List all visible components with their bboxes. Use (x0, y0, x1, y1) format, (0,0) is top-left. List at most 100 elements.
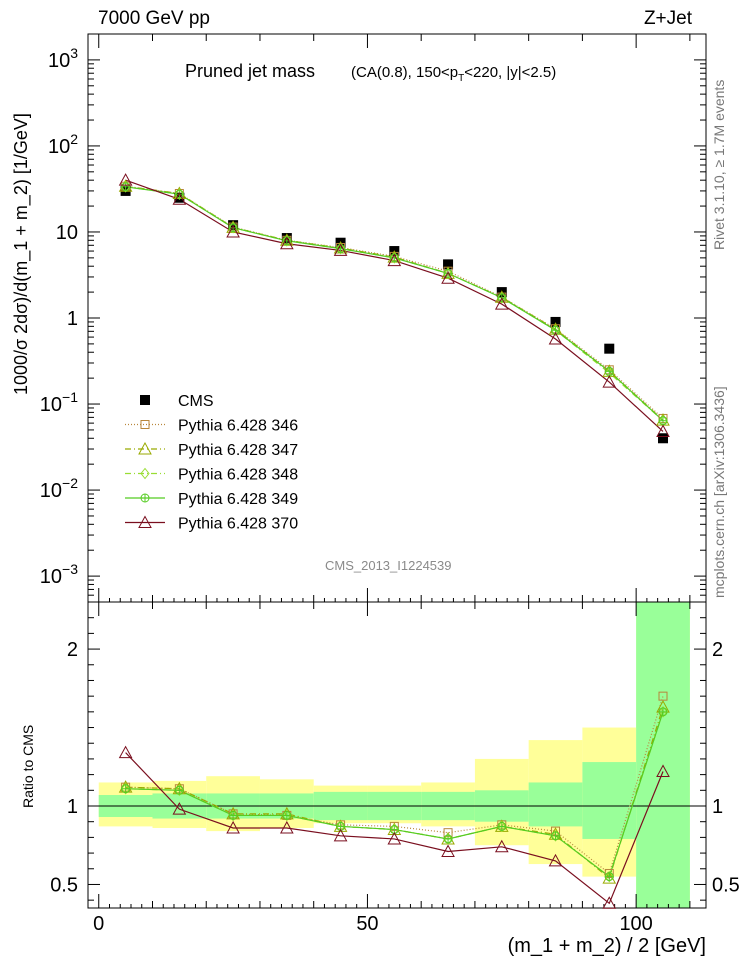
main-ytick-label-0: 10−3 (40, 561, 78, 588)
main-point-5-2 (226, 224, 240, 238)
ratio-point-2-7 (497, 820, 507, 833)
ratio-point-3-3 (282, 810, 292, 820)
ratio-ytick-label-right-1: 1 (712, 796, 723, 818)
ratio-point-3-8 (551, 831, 561, 841)
ratio-point-2-0 (120, 782, 131, 795)
ratio-point-4-2 (226, 820, 240, 834)
ratio-point-2-2 (228, 809, 238, 822)
main-point-5-6 (441, 271, 455, 284)
legend-label-2: Pythia 6.428 347 (178, 442, 298, 459)
main-point-5-5 (387, 253, 402, 267)
main-point-5-4 (333, 243, 348, 256)
axes-frame: 10−3 10−2 10−1 1 10 102 103 0 50 100 0.5 0.5 1 1 2 2 (40, 33, 740, 935)
legend-marker-5 (138, 515, 152, 528)
main-point-4-10 (658, 416, 668, 426)
main-point-4-9 (604, 366, 614, 376)
legend-label-4: Pythia 6.428 349 (178, 491, 298, 508)
ratio-point-2-3 (282, 809, 292, 822)
ratio-ylabel: Ratio to CMS (20, 724, 36, 808)
rivet-label: Rivet 3.1.10, ≥ 1.7M events (711, 79, 727, 250)
ratio-point-2-6 (443, 833, 453, 845)
main-ytick-label-4: 10 (56, 222, 78, 244)
main-series-line-3 (125, 186, 664, 422)
ratio-point-3-9 (604, 872, 614, 882)
main-point-5-9 (602, 375, 617, 388)
main-series-line-4 (125, 186, 664, 422)
ratio-ytick-label-right-0: 0.5 (712, 874, 740, 896)
main-point-5-8 (548, 331, 563, 345)
analysis-id: CMS_2013_I1224539 (325, 558, 452, 573)
main-point-4-6 (443, 268, 453, 278)
chart-title: Pruned jet mass (185, 61, 315, 82)
main-point-0-8 (550, 316, 561, 327)
ratio-point-3-6 (443, 834, 453, 844)
main-point-5-10 (656, 424, 670, 437)
ratio-point-4-3 (279, 820, 294, 834)
ratio-xtick-label-1: 50 (356, 913, 378, 935)
main-point-5-7 (494, 297, 509, 310)
main-ytick-label-2: 10−1 (40, 389, 78, 416)
main-series-line-2 (125, 185, 664, 421)
main-point-0-9 (604, 343, 615, 354)
main-series-line-1 (125, 185, 664, 419)
ratio-point-4-10 (656, 764, 670, 777)
ratio-point-4-9 (602, 896, 617, 909)
legend: CMS Pythia 6.428 346 Pythia 6.428 347 Pythi… (125, 393, 298, 533)
ratio-point-4-5 (387, 831, 402, 845)
ratio-point-4-0 (118, 745, 133, 759)
main-point-5-0 (118, 173, 133, 186)
ratio-series-line-4 (125, 752, 664, 905)
legend-marker-1 (140, 420, 150, 429)
ratio-point-2-5 (389, 823, 399, 836)
ratio-ytick-label-0: 0.5 (50, 874, 78, 896)
main-ytick-label-3: 1 (67, 308, 78, 330)
main-point-3-5 (389, 252, 399, 264)
ratio-point-4-6 (441, 844, 455, 858)
legend-marker-3 (140, 467, 150, 480)
legend-label-1: Pythia 6.428 346 (178, 418, 298, 435)
main-ytick-label-1: 10−2 (40, 475, 78, 502)
series-markers (118, 173, 670, 909)
main-point-4-0 (121, 182, 131, 192)
ratio-point-4-7 (494, 839, 509, 853)
ratio-point-2-8 (550, 830, 561, 842)
main-point-5-3 (279, 236, 294, 250)
ratio-ytick-label-right-2: 2 (712, 639, 723, 661)
main-point-5-1 (172, 192, 187, 205)
ratio-point-3-1 (174, 785, 184, 795)
main-point-3-4 (335, 242, 346, 255)
main-ylabel: 1000/σ 2dσ)/d(m_1 + m_2) [1/GeV] (11, 113, 31, 395)
ratio-point-2-4 (335, 820, 346, 833)
ratio-point-4-1 (172, 802, 187, 815)
main-ytick-label-5: 102 (48, 131, 78, 158)
ratio-xtick-label-2: 100 (619, 913, 652, 935)
legend-marker-2 (138, 441, 152, 455)
ratio-ytick-label-1: 1 (67, 796, 78, 818)
mcplots-label: mcplots.cern.ch [arXiv:1306.3436] (711, 386, 727, 598)
legend-marker-0 (140, 395, 150, 405)
ratio-uncertainty-bands (88, 602, 706, 908)
ratio-point-3-2 (228, 810, 238, 820)
chart-title-main: Pruned jet mass (185, 61, 316, 81)
band-stat-10 (636, 602, 690, 908)
legend-label-5: Pythia 6.428 370 (178, 516, 298, 533)
main-point-3-3 (282, 234, 292, 247)
legend-label-3: Pythia 6.428 348 (178, 467, 298, 484)
ratio-ytick-label-2: 2 (67, 639, 78, 661)
chart-title-detail: (CA(0.8), 150<pT<220, |y|<2.5) (351, 64, 557, 84)
header-energy: 7000 GeV pp (98, 8, 210, 29)
ratio-point-3-0 (121, 784, 131, 794)
band-stat-8 (528, 782, 583, 827)
ratio-point-3-10 (658, 707, 668, 717)
ratio-point-2-10 (658, 706, 668, 718)
main-ytick-label-6: 103 (48, 45, 78, 72)
ratio-frame (87, 601, 707, 909)
legend-label-0: CMS (178, 393, 214, 410)
ratio-point-4-8 (548, 853, 563, 867)
ratio-xtick-label-0: 0 (93, 913, 104, 935)
main-point-3-2 (228, 221, 238, 234)
main-point-3-8 (550, 324, 561, 337)
main-point-0-6 (443, 259, 454, 270)
main-point-3-1 (174, 188, 184, 200)
